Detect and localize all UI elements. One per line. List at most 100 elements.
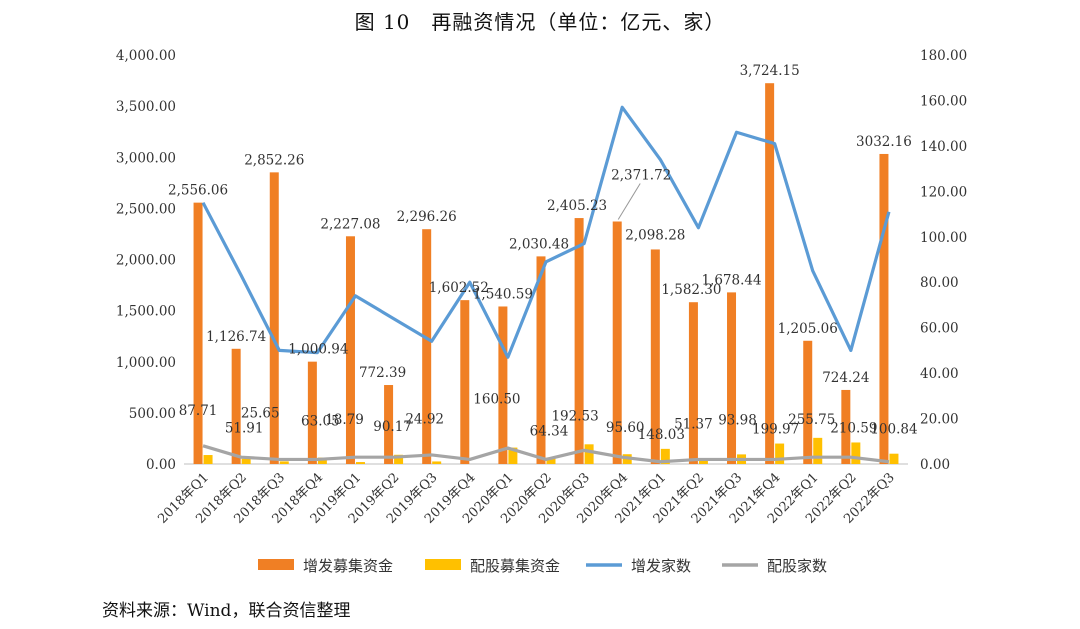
bar-main: [612, 221, 622, 464]
bar-main-data-label: 2,098.28: [625, 227, 685, 243]
bar-rights: [584, 444, 594, 464]
bar-main: [460, 300, 470, 464]
y-right-tick-label: 160.00: [920, 93, 967, 109]
chart-title: 图 10 再融资情况（单位：亿元、家）: [354, 10, 726, 34]
bar-main: [269, 172, 279, 464]
bar-main: [650, 249, 660, 464]
bar-rights: [698, 458, 708, 464]
bar-rights-data-label: 93.98: [718, 412, 757, 428]
bar-rights-data-label: 160.50: [473, 392, 520, 408]
bar-main-data-label: 1,126.74: [206, 329, 266, 345]
y-right-tick-label: 100.00: [920, 230, 967, 246]
bar-rights-data-label: 100.84: [870, 422, 917, 438]
bar-main-data-label: 772.39: [359, 365, 406, 381]
bar-rights-data-label: 64.34: [530, 423, 569, 439]
bar-rights: [508, 447, 518, 464]
bar-main: [765, 83, 775, 465]
legend-swatch: [425, 559, 461, 570]
bar-rights: [241, 458, 251, 464]
bar-main: [727, 292, 737, 464]
bar-rights-data-label: 87.71: [179, 403, 218, 419]
bar-rights-data-label: 51.37: [674, 417, 713, 433]
y-right-tick-label: 40.00: [920, 366, 959, 382]
bar-rights-data-label: 63.05: [301, 414, 340, 430]
y-left-tick-label: 1,500.00: [116, 304, 176, 320]
bar-main: [345, 236, 355, 464]
bar-main: [803, 340, 813, 464]
bar-rights-data-label: 51.91: [225, 421, 264, 437]
bar-rights-data-label: 192.53: [551, 408, 598, 424]
legend-label: 增发募集资金: [303, 557, 393, 575]
y-right-tick-label: 20.00: [920, 412, 959, 428]
bar-rights-data-label: 210.59: [830, 420, 877, 436]
y-right-tick-label: 80.00: [920, 275, 959, 291]
y-left-tick-label: 0.00: [146, 457, 176, 473]
bar-rights: [203, 455, 213, 464]
y-left-tick-label: 2,500.00: [116, 201, 176, 217]
bar-main: [574, 218, 584, 464]
bar-rights: [355, 462, 365, 464]
bar-main: [841, 389, 851, 464]
bar-main: [384, 385, 394, 464]
bar-rights: [889, 453, 899, 464]
legend-label: 配股募集资金: [470, 557, 560, 575]
y-left-tick-label: 3,500.00: [116, 99, 176, 115]
bar-main-data-label: 2,296.26: [397, 209, 457, 225]
source-note: 资料来源：Wind，联合资信整理: [102, 601, 351, 621]
y-right-tick-label: 0.00: [920, 457, 950, 473]
bar-main-data-label: 3,724.15: [740, 63, 800, 79]
bar-rights: [851, 442, 861, 464]
y-left-tick-label: 4,000.00: [116, 48, 176, 64]
bar-main: [536, 256, 546, 464]
bar-rights-data-label: 148.03: [638, 427, 685, 443]
bar-main-data-label: 2,371.72: [611, 167, 671, 183]
line-rights-count: [202, 444, 890, 464]
y-right-tick-label: 60.00: [920, 321, 959, 337]
bar-main-data-label: 2,227.08: [320, 216, 380, 232]
bar-rights: [660, 448, 670, 464]
bar-main: [498, 306, 508, 464]
line-main-count: [201, 105, 891, 359]
bar-main-data-label: 1,205.06: [778, 321, 838, 337]
bar-rights: [775, 443, 785, 464]
bar-main-data-label: 2,556.06: [168, 183, 228, 199]
label-leader-line: [617, 183, 641, 220]
y-left-tick-label: 3,000.00: [116, 150, 176, 166]
bar-rights-data-label: 95.60: [606, 420, 645, 436]
y-right-tick-label: 180.00: [920, 48, 967, 64]
bar-main: [231, 348, 241, 464]
bar-rights-data-label: 255.75: [788, 412, 835, 428]
legend-swatch: [258, 559, 294, 570]
y-left-tick-label: 500.00: [129, 406, 176, 422]
bar-rights: [279, 461, 289, 464]
bar-rights: [317, 457, 327, 464]
bar-main-data-label: 1,000.94: [288, 342, 348, 358]
bar-main-data-label: 2,030.48: [509, 236, 569, 252]
y-left-tick-label: 2,000.00: [116, 253, 176, 269]
bar-rights-data-label: 199.97: [752, 422, 799, 438]
y-right-tick-label: 140.00: [920, 139, 967, 155]
bar-main-data-label: 724.24: [822, 370, 869, 386]
y-left-tick-label: 1,000.00: [116, 355, 176, 371]
bar-rights: [432, 461, 442, 464]
bar-main-data-label: 1,540.59: [473, 286, 533, 302]
bar-main: [193, 202, 203, 464]
bar-rights-data-label: 90.17: [373, 419, 412, 435]
bar-rights-data-label: 24.92: [405, 411, 444, 427]
y-right-tick-label: 120.00: [920, 184, 967, 200]
bar-main: [307, 361, 317, 464]
bar-main-data-label: 1,678.44: [701, 272, 761, 288]
bar-main-data-label: 3032.16: [856, 134, 912, 150]
bar-rights-data-label: 25.65: [241, 405, 280, 421]
legend-label: 配股家数: [767, 557, 827, 575]
bar-main: [879, 153, 889, 464]
bar-main-data-label: 2,852.26: [244, 152, 304, 168]
bar-main: [688, 302, 698, 464]
bar-rights: [394, 454, 404, 464]
bar-rights-data-label: 18.79: [325, 412, 364, 428]
bar-main-data-label: 1,602.52: [429, 280, 489, 296]
bar-rights: [546, 457, 556, 464]
legend-label: 增发家数: [631, 557, 691, 575]
bar-main: [422, 229, 432, 464]
